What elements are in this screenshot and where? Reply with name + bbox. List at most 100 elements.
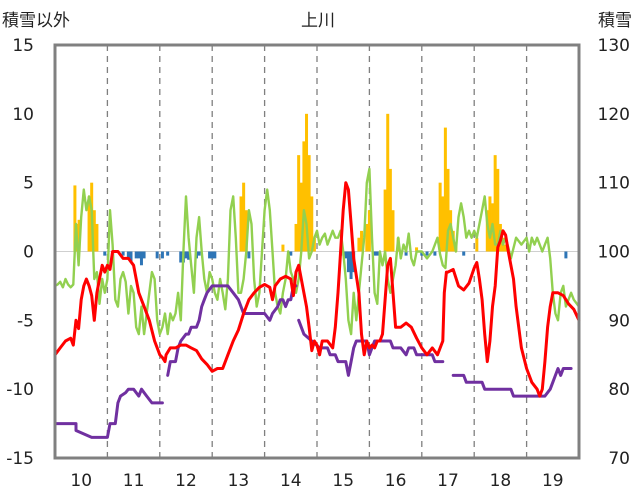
bar-precip [386,113,390,252]
tick-labels: -15 -10 -5 0 5 10 15 70 80 90 100 110 120 130 10 11 12 13… [6,36,630,491]
x-tick: 18 [490,471,512,491]
bar-precip [441,196,445,252]
x-tick: 12 [175,471,197,491]
bar-negative [213,251,217,259]
bar-precip [310,196,314,252]
series-line-green [53,167,581,336]
bar-negative [103,251,107,256]
bar-negative [166,251,170,256]
bar-precip [415,247,419,252]
bar-negative [349,251,353,280]
bar-negative [344,251,348,259]
y-right-tick: 70 [608,449,630,469]
bar-precip [299,182,303,252]
right-axis-label: 積雪 [598,11,632,31]
y-left-tick: -10 [6,380,34,400]
x-tick: 15 [332,471,354,491]
y-right-tick: 120 [598,105,630,125]
bar-negative [126,251,130,259]
series-line-purple [53,387,164,439]
precip-bars [73,113,568,280]
bar-negative [375,251,379,256]
bar-negative [121,251,125,256]
bar-negative [184,251,188,259]
bar-precip [391,210,395,252]
bar-negative [139,251,143,266]
bar-precip [87,196,91,252]
bar-precip [239,196,243,252]
y-left-tick: -5 [17,311,34,331]
bar-precip [307,155,311,252]
x-tick: 14 [280,471,302,491]
y-right-tick: 80 [608,380,630,400]
bar-precip [449,210,453,252]
bar-negative [373,251,377,256]
chart-title: 上川 [301,11,335,31]
bar-negative [208,251,212,259]
bar-precip [365,223,369,252]
y-right-tick: 110 [598,174,630,194]
bar-negative [404,251,408,256]
y-right-tick: 130 [598,36,630,56]
bar-precip [485,210,489,252]
bar-negative [155,251,159,259]
bar-precip [242,182,246,252]
bar-precip [312,237,316,252]
series-line-red [53,181,581,398]
x-tick: 10 [70,471,92,491]
x-tick: 16 [385,471,407,491]
series-line-purple [451,367,573,398]
bar-precip [488,196,492,252]
bar-negative [462,251,466,256]
bar-negative [137,251,141,259]
bar-negative [142,251,146,259]
bar-precip [475,237,479,252]
bar-negative [197,251,201,256]
bar-negative [129,251,133,263]
plot-frame [53,43,581,460]
bar-negative [160,251,164,259]
bar-precip [438,182,442,252]
series-line-purple [166,284,298,377]
bar-precip [388,168,392,252]
series-lines [53,167,581,439]
bar-negative [210,251,214,259]
y-right-tick: 90 [608,311,630,331]
bar-negative [425,251,429,256]
x-tick: 19 [542,471,564,491]
bar-precip [95,223,99,252]
x-tick: 17 [437,471,459,491]
y-right-tick: 100 [598,243,630,263]
bar-precip [443,127,447,252]
bar-negative [564,251,568,259]
bar-precip [281,244,285,252]
bar-precip [357,237,361,252]
bar-precip [92,210,96,252]
bar-precip [360,230,364,252]
bar-precip [496,168,500,252]
bar-precip [305,113,309,252]
bar-precip [302,141,306,252]
left-axis-label: 積雪以外 [2,11,70,31]
bar-negative [247,251,251,259]
bar-precip [446,168,450,252]
bar-negative [346,251,350,273]
bar-precip [244,210,248,252]
bar-precip [504,244,508,252]
bar-precip [493,155,497,252]
y-left-tick: 5 [23,174,34,194]
bar-negative [289,251,293,256]
bar-negative [420,251,424,256]
y-left-tick: -15 [6,449,34,469]
bar-negative [433,251,437,256]
bar-precip [367,210,371,252]
bar-precip [294,223,298,252]
y-left-tick: 10 [12,105,34,125]
bar-negative [187,251,191,260]
x-tick: 13 [228,471,250,491]
bar-negative [134,251,138,259]
bar-precip [383,189,387,252]
bar-precip [297,155,301,252]
